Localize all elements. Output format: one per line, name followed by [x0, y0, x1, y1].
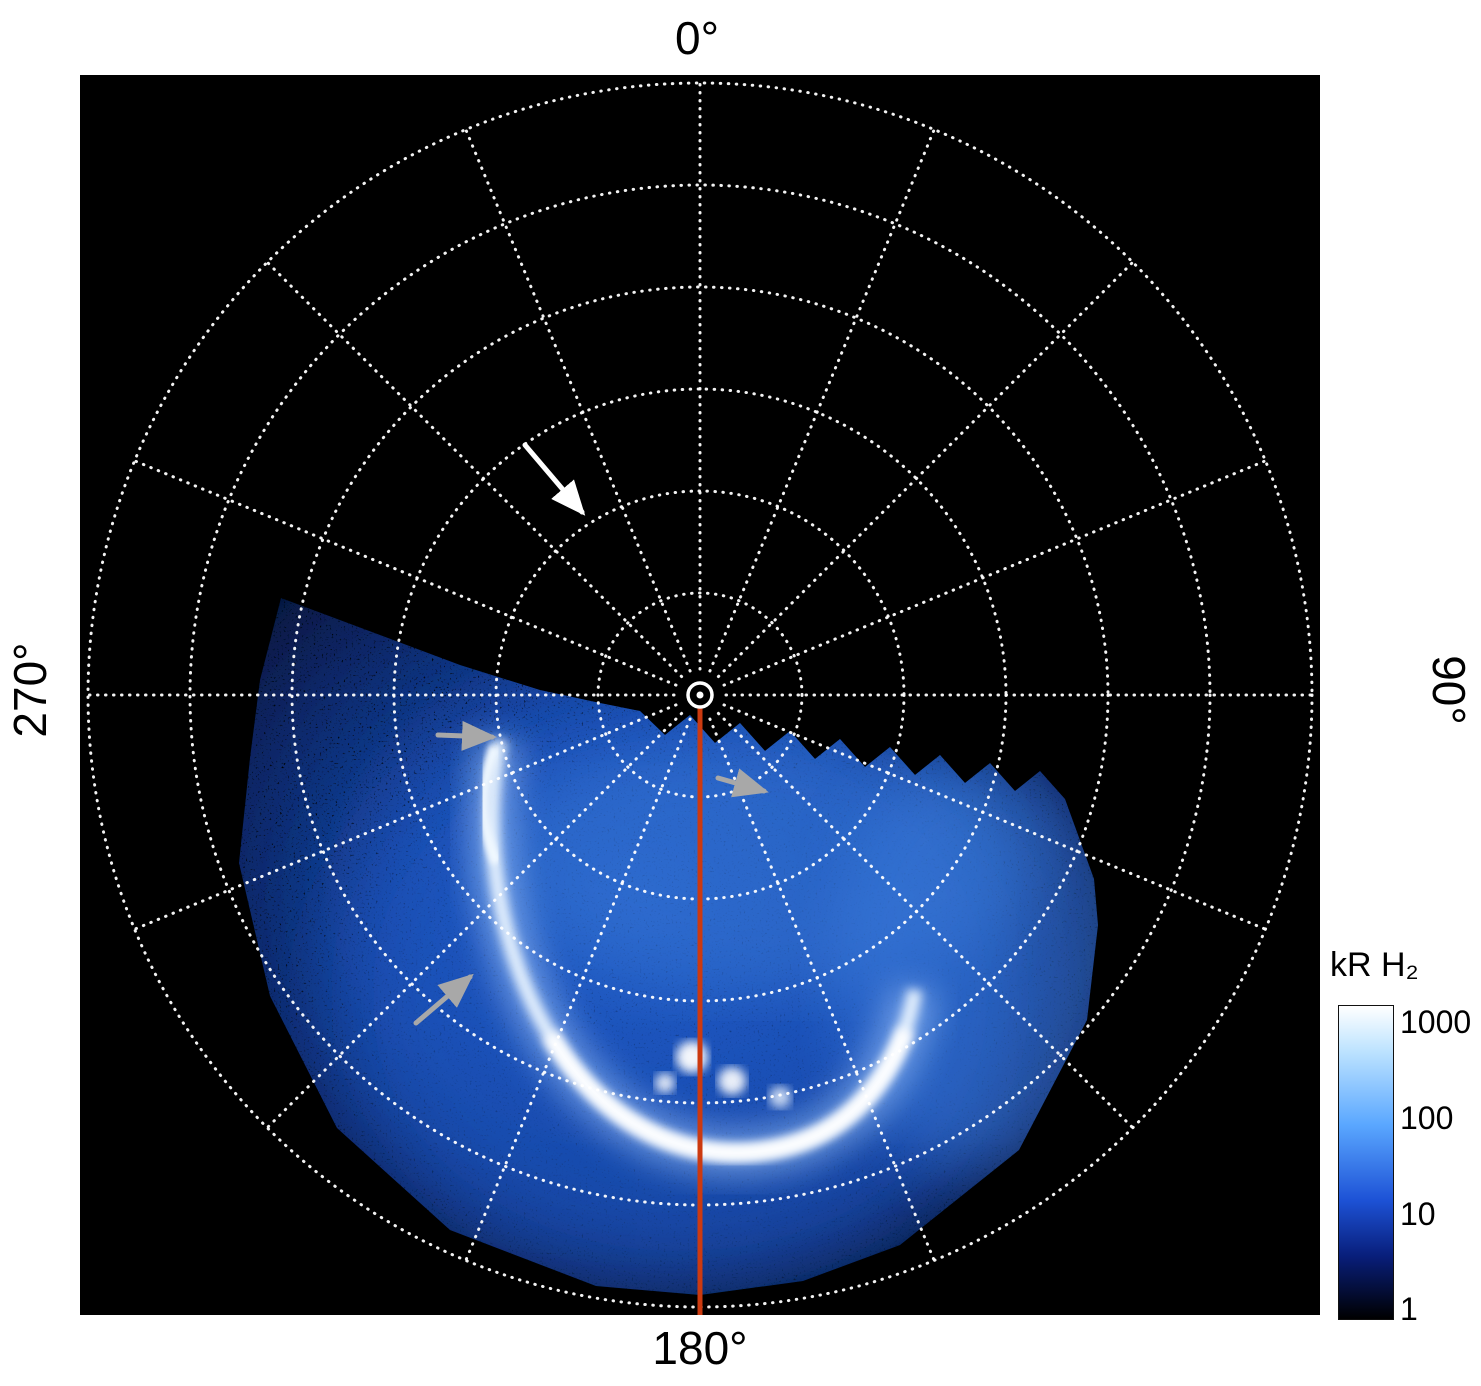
- grid-azimuth-line: [716, 260, 1135, 679]
- angle-label-0: 0°: [675, 12, 719, 64]
- colorbar-tick-1000: 1000: [1400, 1004, 1472, 1040]
- grid-azimuth-line: [722, 703, 1267, 931]
- grid-azimuth-line: [716, 711, 1135, 1130]
- aurora-bright-features: [239, 598, 1098, 1295]
- colorbar-tick-100: 100: [1400, 1100, 1454, 1136]
- grid-azimuth-line: [464, 128, 692, 673]
- polar-plot: [80, 75, 1320, 1318]
- annotation-arrow: [715, 768, 769, 798]
- polar-plot-canvas: [86, 81, 1314, 1318]
- bright-spot: [769, 1086, 791, 1108]
- angle-label-90: 90°: [1423, 655, 1475, 725]
- bright-spot: [718, 1067, 746, 1095]
- annotation-arrow: [413, 973, 474, 1026]
- annotation-arrow: [435, 720, 497, 751]
- bright-spot: [676, 1041, 708, 1073]
- angle-label-270: 270°: [4, 642, 56, 738]
- grid-azimuth-line: [722, 459, 1267, 687]
- angle-label-180: 180°: [652, 1322, 748, 1374]
- annotation-arrow: [522, 442, 586, 516]
- grid-azimuth-line: [265, 711, 684, 1130]
- grid-azimuth-line: [464, 717, 692, 1262]
- inner-arc: [478, 744, 503, 866]
- aurora-dark-grain: [239, 598, 1098, 1295]
- center-marker: [686, 681, 714, 709]
- bright-spot: [655, 1073, 675, 1093]
- grid-azimuth-line: [133, 703, 678, 931]
- colorbar-tick-10: 10: [1400, 1196, 1436, 1232]
- main-arc-bright-segment: [542, 1026, 914, 1162]
- grid-azimuth-line: [265, 260, 684, 679]
- colorbar-tick-1: 1: [1400, 1291, 1418, 1327]
- colorbar: [1338, 1005, 1394, 1320]
- aurora-emission: [239, 598, 1098, 1295]
- grid-azimuth-line: [133, 459, 678, 687]
- grid-azimuth-line: [708, 717, 936, 1262]
- colorbar-title: kR H₂: [1330, 946, 1419, 984]
- grid-azimuth-line: [708, 128, 936, 673]
- annotation-arrows: [413, 442, 769, 1026]
